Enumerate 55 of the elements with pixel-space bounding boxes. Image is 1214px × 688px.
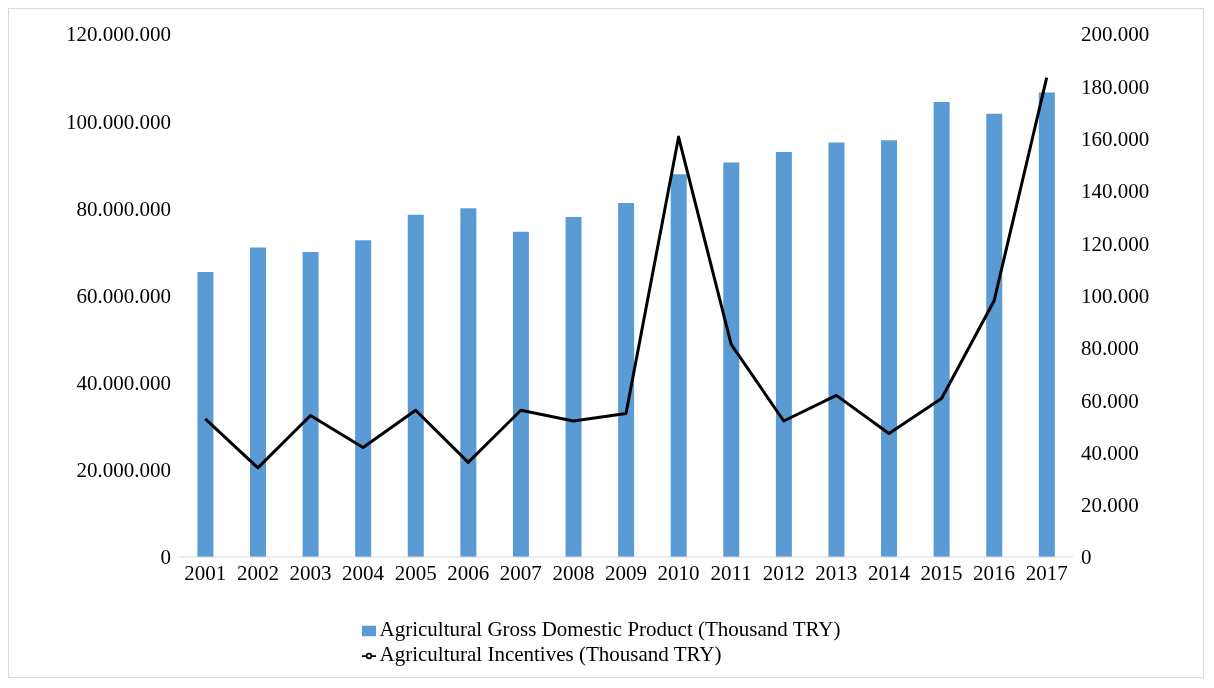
bar	[986, 113, 1003, 557]
y2-tick-label: 20.000	[1081, 493, 1139, 518]
x-tick-label: 2010	[657, 560, 700, 585]
x-tick-label: 2011	[710, 560, 752, 585]
line-series	[203, 76, 1049, 470]
legend-label: Agricultural Gross Domestic Product (Thousand TRY)	[379, 617, 841, 641]
y2-tick-label: 60.000	[1081, 388, 1139, 413]
x-tick-label: 2005	[394, 560, 437, 585]
y-tick-label: 60.000.000	[76, 283, 171, 308]
legend-label: Agricultural Incentives (Thousand TRY)	[379, 642, 722, 666]
x-tick-label: 2017	[1025, 560, 1068, 585]
y-tick-label: 40.000.000	[76, 371, 171, 396]
x-tick-label: 2003	[289, 560, 332, 585]
y2-tick-label: 40.000	[1081, 440, 1139, 465]
x-tick-label: 2014	[867, 560, 911, 585]
bar	[565, 217, 582, 557]
bar	[460, 208, 477, 557]
y2-tick-label: 100.000	[1081, 283, 1150, 308]
y2-tick-label: 80.000	[1081, 336, 1139, 361]
bar	[670, 174, 687, 557]
bar	[355, 240, 372, 557]
y2-tick-label: 160.000	[1081, 127, 1150, 152]
x-tick-label: 2002	[236, 560, 279, 585]
x-tick-label: 2008	[552, 560, 595, 585]
x-tick-label: 2001	[184, 560, 227, 585]
y2-tick-label: 200.000	[1081, 22, 1150, 47]
bar	[828, 142, 845, 557]
y-tick-label: 20.000.000	[76, 458, 171, 483]
bar	[618, 203, 635, 557]
x-tick-label: 2009	[605, 560, 647, 585]
y-tick-label: 100.000.000	[66, 109, 171, 134]
y-tick-label: 0	[160, 545, 171, 570]
bar	[302, 251, 319, 557]
bar	[197, 271, 214, 557]
y-tick-label: 120.000.000	[66, 22, 171, 47]
x-tick-label: 2015	[920, 560, 963, 585]
bar	[407, 214, 424, 557]
y2-tick-label: 120.000	[1081, 231, 1150, 256]
x-tick-label: 2004	[342, 560, 385, 585]
y2-tick-label: 0	[1081, 545, 1092, 570]
x-tick-label: 2012	[762, 560, 805, 585]
x-tick-label: 2007	[499, 560, 542, 585]
x-tick-label: 2006	[447, 560, 490, 585]
bar	[512, 231, 529, 557]
bar	[723, 162, 740, 557]
y-tick-label: 80.000.000	[76, 196, 171, 221]
bar	[933, 101, 950, 557]
bar	[1038, 92, 1055, 557]
bar	[881, 140, 898, 557]
bar	[775, 152, 792, 557]
x-tick-label: 2016	[973, 560, 1016, 585]
y2-tick-label: 180.000	[1081, 74, 1150, 99]
y2-tick-label: 140.000	[1081, 179, 1150, 204]
x-tick-label: 2013	[815, 560, 858, 585]
bar	[249, 247, 266, 557]
